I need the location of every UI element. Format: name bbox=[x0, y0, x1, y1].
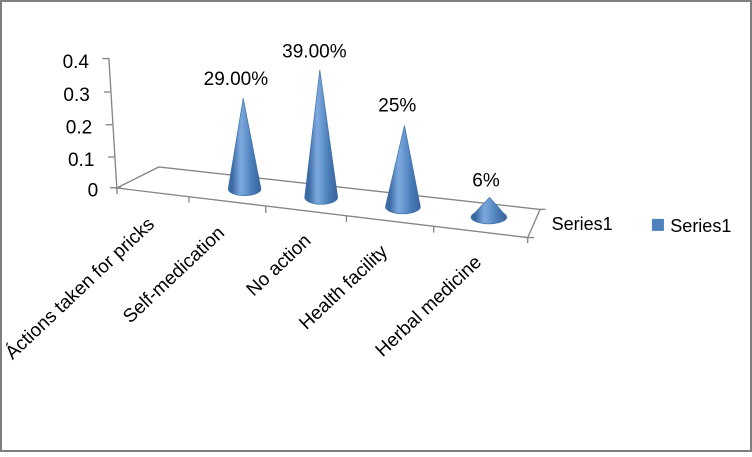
svg-text:25%: 25% bbox=[378, 95, 416, 116]
svg-text:0.3: 0.3 bbox=[63, 85, 89, 106]
svg-text:29.00%: 29.00% bbox=[204, 69, 269, 90]
svg-text:Series1: Series1 bbox=[670, 216, 731, 236]
svg-text:0.4: 0.4 bbox=[63, 52, 90, 73]
svg-text:39.00%: 39.00% bbox=[282, 41, 347, 62]
svg-text:0.1: 0.1 bbox=[68, 150, 94, 171]
svg-text:0.2: 0.2 bbox=[66, 117, 92, 138]
svg-text:6%: 6% bbox=[472, 170, 500, 191]
svg-text:Series1: Series1 bbox=[552, 214, 613, 234]
svg-text:0: 0 bbox=[88, 180, 99, 201]
